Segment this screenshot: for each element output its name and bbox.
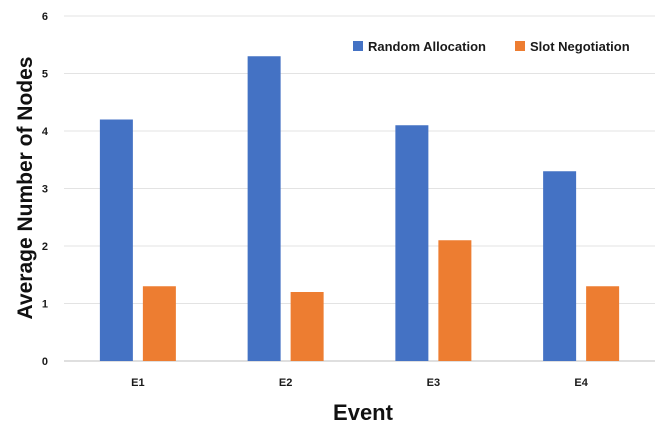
- x-tick-labels: E1 E2 E3 E4: [131, 377, 589, 389]
- bar-random-allocation-e2: [247, 56, 281, 361]
- y-tick-label: 4: [42, 126, 49, 138]
- y-tick-label: 2: [42, 241, 48, 253]
- y-tick-label: 1: [42, 299, 48, 311]
- bar-slot-negotiation-e1: [142, 286, 176, 361]
- y-tick-label: 6: [42, 11, 48, 23]
- bar-slot-negotiation-e3: [438, 240, 472, 361]
- bar-slot-negotiation-e2: [290, 292, 324, 361]
- bars: [99, 56, 620, 361]
- legend: Random Allocation Slot Negotiation: [353, 39, 630, 54]
- legend-label: Slot Negotiation: [530, 39, 630, 54]
- bar-random-allocation-e3: [395, 125, 429, 361]
- y-tick-label: 0: [42, 356, 48, 368]
- x-tick-label: E1: [131, 377, 144, 389]
- y-tick-labels: 0 1 2 3 4 5 6: [42, 11, 49, 368]
- y-tick-label: 3: [42, 184, 48, 196]
- bar-random-allocation-e1: [99, 119, 133, 361]
- bar-slot-negotiation-e4: [586, 286, 620, 361]
- legend-swatch: [515, 41, 525, 51]
- legend-label: Random Allocation: [368, 39, 486, 54]
- x-axis-title: Event: [333, 400, 394, 423]
- y-tick-label: 5: [42, 69, 48, 81]
- bar-random-allocation-e4: [543, 171, 577, 361]
- y-axis-title: Average Number of Nodes: [14, 57, 37, 320]
- legend-swatch: [353, 41, 363, 51]
- x-tick-label: E2: [279, 377, 292, 389]
- x-tick-label: E3: [427, 377, 440, 389]
- x-tick-label: E4: [574, 377, 588, 389]
